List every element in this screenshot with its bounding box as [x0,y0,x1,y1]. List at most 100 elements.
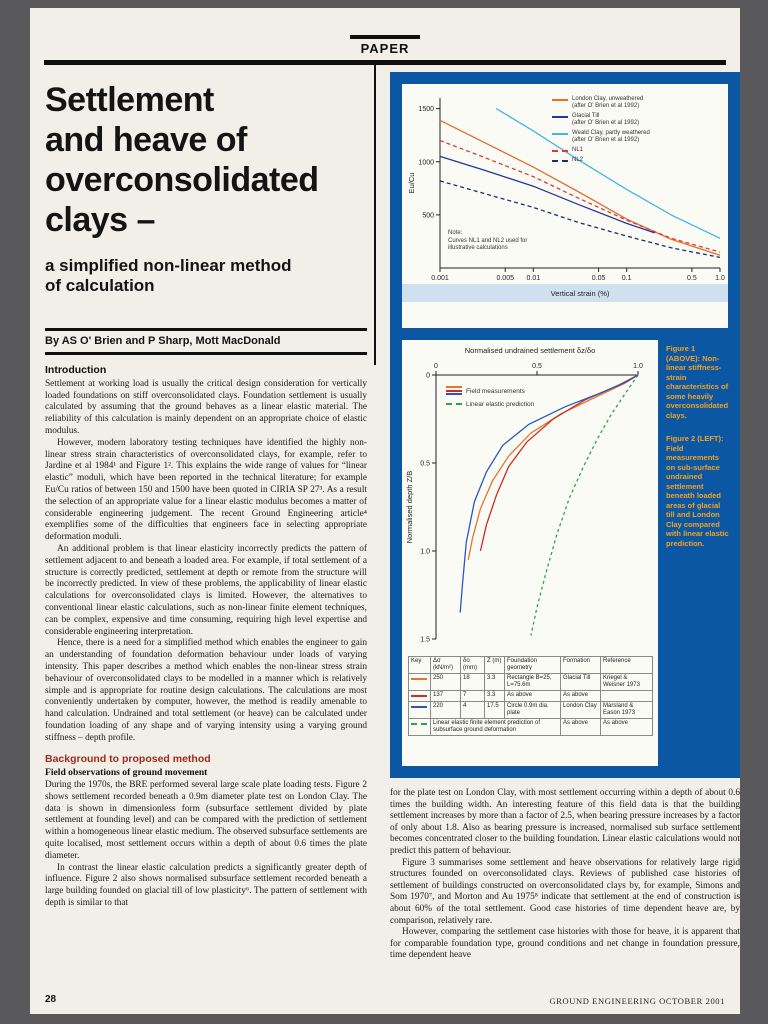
legend-item: Field measurements [446,386,534,397]
figure2-chart: 0 0.5 1.0 0 0.5 1.0 1.5 Normalised depth Z/B [405,363,643,644]
figure2-chart-box: Normalised undrained settlement δz/δo 0 0… [402,340,658,766]
line-swatch [411,678,427,680]
key-table-cell: 220 [430,701,461,719]
key-table-header: Formation [560,656,601,674]
key-table-cell [408,690,431,702]
key-table-header: Reference [600,656,653,674]
svg-text:500: 500 [422,212,434,219]
figure1-chart: 500 1000 1500 0.001 0.005 0.01 0.05 0.1 0.5 1.0 Ve… [402,98,728,302]
svg-text:Normalised depth Z/B: Normalised depth Z/B [405,471,414,544]
key-table-cell: As above [560,718,601,736]
key-table-cell: 4 [460,701,485,719]
key-table-cell: As above [504,690,561,702]
page-header-label: PAPER [360,41,410,56]
article-subtitle: a simplified non-linear method of calcul… [45,256,292,295]
line-swatch [446,389,462,392]
key-table-cell: 137 [430,690,461,702]
figure-captions: Figure 1 (ABOVE): Non-linear stiffness-s… [666,344,730,548]
figure1-caption: Figure 1 (ABOVE): Non-linear stiffness-s… [666,344,730,420]
figure2-caption-title: Figure 2 (LEFT): [666,434,724,443]
line-swatch [411,723,427,725]
paragraph: Settlement at working load is usually th… [45,378,367,436]
svg-text:0.1: 0.1 [622,275,632,282]
line-swatch-weald-clay [552,133,568,135]
line-swatch-nl2 [552,160,568,162]
key-table-cell: 7 [460,690,485,702]
key-table-cell [408,673,431,691]
key-table-cell: 17.5 [484,701,505,719]
key-table-header: δo (mm) [460,656,485,674]
figure-panel: 500 1000 1500 0.001 0.005 0.01 0.05 0.1 0.5 1.0 Ve… [390,72,740,778]
legend-label: NL2 [572,157,584,163]
key-table-row: Linear elastic finite element prediction… [408,718,653,736]
legend-item: NL1 [552,147,724,154]
key-table-header: Foundation geometry [504,656,561,674]
key-table-row: 220 4 17.5 Circle 0.9m dia. plate London… [408,701,653,719]
legend-label: Linear elastic prediction [466,400,535,408]
article-body-left: Introduction Settlement at working load … [45,364,367,910]
paragraph: In contrast the linear elastic calculati… [45,862,367,909]
figure2-caption: Figure 2 (LEFT): Field measurements on s… [666,434,730,548]
paragraph: Figure 3 summarises some settlement and … [390,857,740,926]
paragraph: During the 1970s, the BRE performed seve… [45,780,367,861]
header-rule [44,60,726,65]
legend-item: Weald Clay, partly weathered (after O' B… [552,130,724,144]
svg-text:0: 0 [426,373,430,380]
key-table-cell: Marsland & Eason 1973 [600,701,653,719]
column-divider-rule [374,65,376,365]
line-swatch [411,695,427,697]
legend-item: NL2 [552,157,724,164]
figure2-title: Normalised undrained settlement δz/δo [464,346,596,355]
svg-text:0.5: 0.5 [687,275,697,282]
key-table-header: Key [408,656,431,674]
line-swatch [411,706,427,708]
key-table-cell [408,701,431,719]
section-heading-introduction: Introduction [45,364,107,376]
figure1-chart-box: 500 1000 1500 0.001 0.005 0.01 0.05 0.1 0.5 1.0 Ve… [402,84,728,328]
legend-item: Linear elastic prediction [446,401,534,408]
svg-text:0.01: 0.01 [527,275,541,282]
figure1-legend: London Clay, unweathered (after O' Brien… [552,96,724,167]
right-column: for the plate test on London Clay, with … [390,788,740,988]
key-table-row: 137 7 3.3 As above As above [408,690,653,702]
svg-text:0.05: 0.05 [592,275,606,282]
svg-text:1.5: 1.5 [420,637,430,644]
figure2-key-table: Key Δσ (kN/m²) δo (mm) Z (m) Foundation … [408,656,653,736]
key-table-header: Δσ (kN/m²) [430,656,461,674]
paragraph: An additional problem is that linear ela… [45,543,367,637]
svg-text:1000: 1000 [418,159,434,166]
key-table-cell: 3.3 [484,690,505,702]
svg-text:1500: 1500 [418,106,434,113]
paragraph: for the plate test on London Clay, with … [390,788,740,856]
line-swatch [446,386,462,388]
line-swatch-nl1 [552,150,568,152]
svg-text:0.5: 0.5 [532,363,542,370]
svg-text:1.0: 1.0 [715,275,725,282]
key-table-cell: 18 [460,673,485,691]
paragraph: However, modern laboratory testing techn… [45,437,367,543]
legend-item: London Clay, unweathered (after O' Brien… [552,96,724,110]
key-table-cell: Kriegel & Weisner 1973 [600,673,653,691]
paragraph: However, comparing the settlement case h… [390,927,740,961]
key-table-cell: Linear elastic finite element prediction… [430,718,561,736]
page-number: 28 [45,994,57,1005]
section-heading-background: Background to proposed method [45,752,211,765]
header-tick-rule [350,35,420,39]
figure1-caption-title: Figure 1 (ABOVE): [666,344,701,363]
legend-label: Field measurements [466,387,525,395]
field-measurements-swatch [446,386,462,397]
key-table-header-row: Key Δσ (kN/m²) δo (mm) Z (m) Foundation … [408,656,653,674]
key-table-cell: Rectangle B=25, L=75.6m [504,673,561,691]
line-swatch-linear-elastic [446,403,462,405]
key-table-cell [408,718,431,736]
svg-text:1.0: 1.0 [633,363,643,370]
subsection-heading-field-observations: Field observations of ground movement [45,767,208,779]
svg-text:1.0: 1.0 [420,549,430,556]
key-table-cell: As above [560,690,601,702]
byline: By AS O' Brien and P Sharp, Mott MacDona… [45,328,367,355]
figure2-legend: Field measurements Linear elastic predic… [446,386,534,412]
svg-text:0.5: 0.5 [420,461,430,468]
left-column: Settlement and heave of overconsolidated… [45,70,367,992]
key-table-cell: London Clay [560,701,601,719]
key-table-cell: Circle 0.9m dia. plate [504,701,561,719]
